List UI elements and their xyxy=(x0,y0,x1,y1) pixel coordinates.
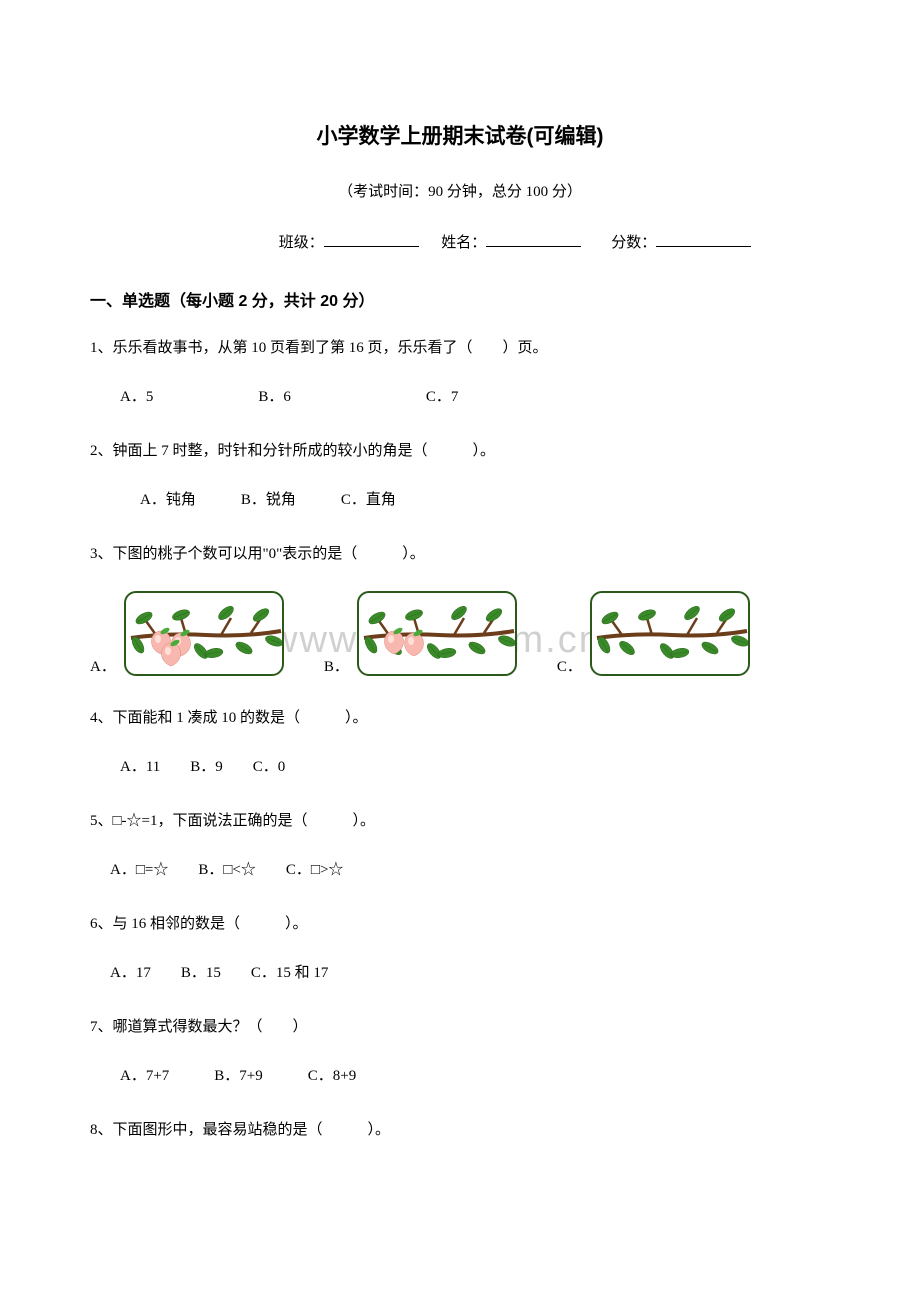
q6-text: 6、与 16 相邻的数是（ ）。 xyxy=(90,912,830,936)
q2-text: 2、钟面上 7 时整，时针和分针所成的较小的角是（ ）。 xyxy=(90,439,830,463)
class-blank xyxy=(324,232,419,247)
q3-image-a xyxy=(124,591,284,676)
name-label: 姓名： xyxy=(441,235,486,251)
q3-image-c xyxy=(590,591,750,676)
q1-text: 1、乐乐看故事书，从第 10 页看到了第 16 页，乐乐看了（ ）页。 xyxy=(90,336,830,360)
name-blank xyxy=(486,232,581,247)
q3-image-b xyxy=(357,591,517,676)
exam-info: （考试时间：90 分钟，总分 100 分） xyxy=(90,180,830,201)
q4-options: A．11 B．9 C．0 xyxy=(90,755,830,779)
q3-opt-b-label: B． xyxy=(324,655,349,676)
fill-line: 班级： 姓名： 分数： xyxy=(90,231,830,252)
q6-options: A．17 B．15 C．15 和 17 xyxy=(90,961,830,985)
q3-images: A． B． C． xyxy=(90,591,830,676)
page-title: 小学数学上册期末试卷(可编辑) xyxy=(90,120,830,150)
q3-text: 3、下图的桃子个数可以用"0"表示的是（ ）。 xyxy=(90,542,830,566)
section-1-heading: 一、单选题（每小题 2 分，共计 20 分） xyxy=(90,287,830,311)
score-blank xyxy=(656,232,751,247)
q4-text: 4、下面能和 1 凑成 10 的数是（ ）。 xyxy=(90,706,830,730)
q3-opt-c-label: C． xyxy=(557,655,582,676)
q3-opt-a-label: A． xyxy=(90,655,116,676)
q8-text: 8、下面图形中，最容易站稳的是（ ）。 xyxy=(90,1118,830,1142)
q5-options: A．□=☆ B．□<☆ C．□>☆ xyxy=(90,858,830,882)
q1-options: A．5 B．6 C．7 xyxy=(90,385,830,409)
q7-text: 7、哪道算式得数最大？（ ） xyxy=(90,1015,830,1039)
q5-text: 5、□-☆=1，下面说法正确的是（ ）。 xyxy=(90,809,830,833)
score-label: 分数： xyxy=(611,235,656,251)
q2-options: A．钝角 B．锐角 C．直角 xyxy=(90,488,830,512)
q7-options: A．7+7 B．7+9 C．8+9 xyxy=(90,1064,830,1088)
class-label: 班级： xyxy=(279,235,324,251)
